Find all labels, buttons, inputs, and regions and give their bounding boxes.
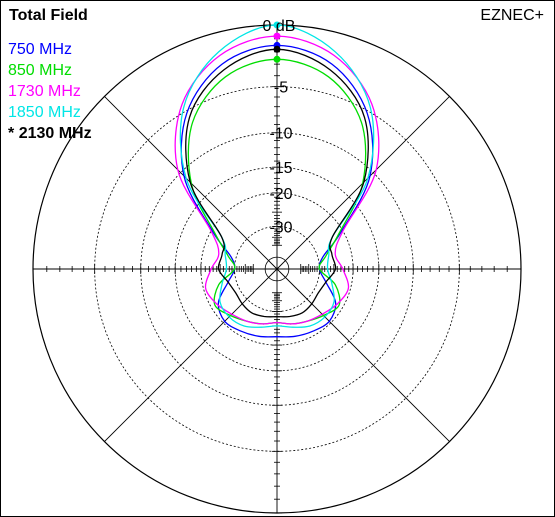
legend-label: 1730 MHz [8,83,81,100]
grid-spoke [104,268,278,442]
radial-tick-label: -5 [274,80,288,97]
radial-tick-labels: 0 dB -5 -10 -15 -20 -30 [263,18,296,237]
max-gain-marker [273,45,281,53]
grid-spoke [276,268,450,442]
legend-item-850[interactable]: 850 MHz [8,60,92,81]
max-gain-marker [273,55,281,63]
legend: 750 MHz 850 MHz 1730 MHz 1850 MHz * 2130… [8,39,92,144]
legend-item-1850[interactable]: 1850 MHz [8,102,92,123]
radial-tick-label: -30 [269,220,292,237]
radial-tick-label: -20 [269,186,292,203]
pattern-trace-2130-mhz [185,48,369,318]
radial-tick-label: -15 [269,160,292,177]
pattern-trace-1730-mhz [174,35,380,325]
legend-label: 850 MHz [8,62,73,79]
max-gain-marker [273,21,281,29]
legend-label: 2130 MHz [18,125,92,142]
legend-label: 1850 MHz [8,104,81,121]
pattern-traces [174,21,380,338]
legend-item-2130[interactable]: * 2130 MHz [8,123,92,144]
plot-title: Total Field [9,7,88,24]
max-gain-marker [273,32,281,40]
legend-item-750[interactable]: 750 MHz [8,39,92,60]
legend-label: 750 MHz [8,41,73,58]
pattern-trace-750-mhz [180,44,374,338]
active-marker: * [8,125,15,142]
radial-tick-label: 0 dB [263,18,296,35]
polar-grid [32,24,522,514]
radial-tick-label: -10 [269,126,292,143]
legend-item-1730[interactable]: 1730 MHz [8,81,92,102]
program-name: EZNEC+ [480,7,544,24]
center-ring [264,256,290,282]
